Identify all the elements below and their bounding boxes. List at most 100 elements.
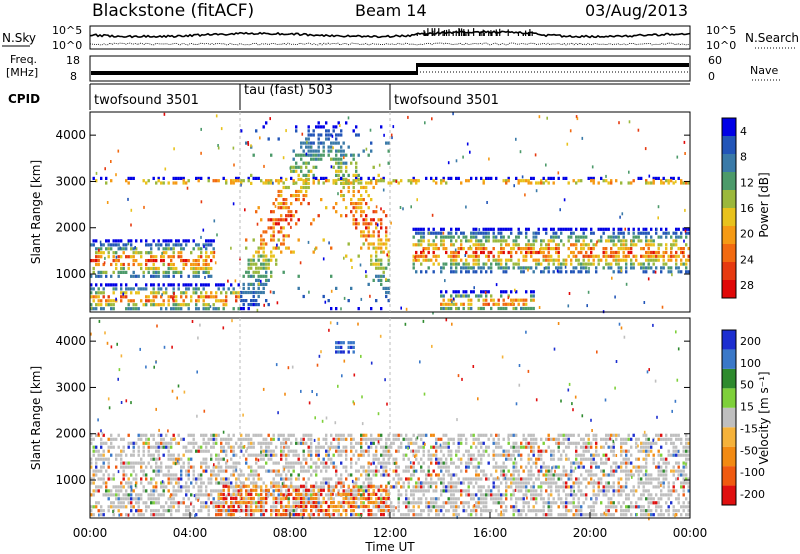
heatmap-cell — [412, 453, 415, 457]
heatmap-cell — [187, 497, 190, 501]
heatmap-cell — [233, 163, 235, 167]
heatmap-cell — [592, 243, 595, 247]
heatmap-cell — [512, 433, 515, 437]
heatmap-cell — [150, 291, 153, 295]
heatmap-cell — [382, 176, 385, 180]
heatmap-cell — [360, 441, 363, 445]
heatmap-cell — [152, 259, 155, 263]
heatmap-cell — [337, 121, 340, 125]
heatmap-cell — [612, 433, 615, 437]
heatmap-cell — [162, 505, 165, 509]
heatmap-cell — [135, 473, 138, 477]
heatmap-cell — [97, 457, 100, 461]
heatmap-cell — [280, 449, 283, 453]
heatmap-cell — [632, 239, 635, 243]
heatmap-cell — [225, 465, 228, 469]
heatmap-cell — [435, 254, 438, 258]
heatmap-cell — [232, 202, 235, 206]
heatmap-cell — [192, 291, 195, 295]
heatmap-cell — [212, 437, 215, 441]
heatmap-cell — [127, 485, 130, 489]
heatmap-cell — [290, 441, 293, 445]
heatmap-cell — [302, 161, 305, 165]
heatmap-cell — [512, 302, 515, 306]
heatmap-cell — [175, 266, 178, 271]
heatmap-cell — [480, 433, 483, 437]
heatmap-cell — [372, 210, 375, 214]
heatmap-cell — [237, 307, 240, 311]
heatmap-cell — [197, 243, 200, 247]
heatmap-cell — [142, 469, 145, 473]
heatmap-cell — [227, 481, 230, 485]
heatmap-cell — [605, 485, 608, 489]
heatmap-cell — [640, 239, 643, 243]
heatmap-cell — [665, 179, 668, 183]
heatmap-cell — [552, 453, 555, 457]
heatmap-cell — [495, 461, 498, 465]
heatmap-cell — [460, 181, 463, 185]
heatmap-cell — [195, 441, 198, 445]
heatmap-cell — [612, 449, 615, 453]
heatmap-cell — [500, 505, 503, 509]
heatmap-cell — [643, 301, 646, 304]
heatmap-cell — [645, 258, 648, 262]
heatmap-cell — [257, 453, 260, 457]
heatmap-cell — [332, 165, 335, 169]
heatmap-cell — [572, 505, 575, 509]
heatmap-cell — [187, 441, 190, 445]
heatmap-cell — [432, 481, 435, 485]
heatmap-cell — [200, 509, 203, 513]
nave-label: Nave — [750, 64, 778, 77]
heatmap-cell — [665, 235, 668, 239]
heatmap-cell — [645, 231, 648, 235]
heatmap-cell — [355, 449, 358, 453]
heatmap-cell — [675, 254, 678, 258]
heatmap-cell — [242, 303, 245, 307]
heatmap-cell — [212, 239, 215, 243]
heatmap-cell — [207, 239, 210, 243]
heatmap-cell — [160, 287, 163, 291]
heatmap-cell — [577, 461, 580, 465]
heatmap-cell — [390, 445, 393, 449]
heatmap-cell — [195, 270, 198, 274]
heatmap-cell — [160, 181, 163, 185]
heatmap-cell — [525, 477, 528, 481]
heatmap-cell — [532, 258, 535, 262]
heatmap-cell — [142, 473, 145, 477]
heatmap-cell — [497, 493, 500, 497]
heatmap-cell — [607, 501, 610, 505]
heatmap-cell — [270, 250, 273, 254]
heatmap-cell — [357, 222, 360, 226]
heatmap-cell — [575, 449, 578, 453]
heatmap-cell — [582, 258, 585, 262]
heatmap-cell — [335, 161, 338, 165]
heatmap-cell — [422, 485, 425, 489]
heatmap-cell — [450, 262, 453, 266]
heatmap-cell — [130, 461, 133, 465]
heatmap-cell — [102, 251, 105, 255]
heatmap-cell — [122, 465, 125, 469]
heatmap-cell — [120, 501, 123, 505]
cpid-label: CPID — [8, 92, 40, 106]
heatmap-cell — [255, 129, 258, 133]
heatmap-cell — [597, 481, 600, 485]
heatmap-cell — [95, 179, 98, 183]
heatmap-cell — [217, 146, 220, 150]
heatmap-cell — [325, 493, 328, 497]
heatmap-cell — [475, 477, 478, 481]
heatmap-cell — [670, 235, 673, 239]
heatmap-cell — [562, 243, 565, 247]
heatmap-cell — [257, 258, 260, 262]
heatmap-cell — [552, 465, 555, 469]
heatmap-cell — [382, 210, 385, 214]
heatmap-cell — [497, 227, 500, 231]
heatmap-cell — [632, 235, 635, 239]
heatmap-cell — [107, 509, 110, 513]
heatmap-cell — [277, 218, 280, 222]
heatmap-cell — [415, 501, 418, 505]
heatmap-cell — [684, 229, 687, 233]
heatmap-cell — [502, 513, 505, 517]
heatmap-cell — [200, 235, 202, 239]
heatmap-cell — [387, 461, 390, 465]
